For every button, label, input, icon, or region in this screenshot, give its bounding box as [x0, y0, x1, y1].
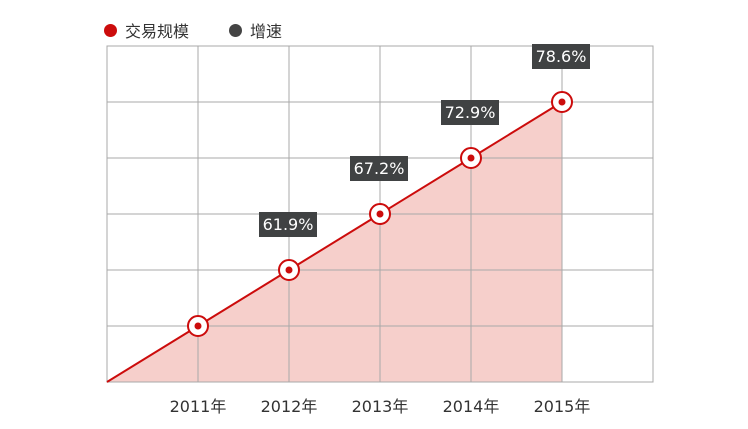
data-point-dot: [285, 266, 293, 274]
data-label-box: [441, 100, 499, 125]
x-tick-label: 2011年: [170, 397, 227, 416]
legend-label-growth: 增速: [250, 22, 283, 41]
legend-item-growth[interactable]: 增速: [229, 18, 282, 42]
data-label: 78.6%: [536, 47, 587, 66]
data-point-dot: [558, 98, 566, 106]
data-label: 61.9%: [263, 215, 314, 234]
data-label-box: [350, 156, 408, 181]
data-point-dot: [194, 322, 202, 330]
legend-dot-icon: [104, 23, 117, 37]
legend-item-scale[interactable]: 交易规模: [104, 18, 189, 42]
plot-frame: [106, 45, 654, 383]
series-line: [106, 101, 563, 383]
data-label: 72.9%: [445, 103, 496, 122]
data-label-box: [532, 44, 590, 69]
legend-dot-icon: [229, 23, 243, 37]
data-label: 67.2%: [354, 159, 405, 178]
x-tick-label: 2015年: [534, 397, 591, 416]
x-tick-label: 2012年: [261, 397, 318, 416]
data-point-dot: [467, 154, 475, 162]
x-tick-label: 2013年: [352, 397, 409, 416]
legend: 交易规模 增速: [104, 18, 282, 42]
legend-label-scale: 交易规模: [125, 22, 190, 41]
x-tick-label: 2014年: [443, 397, 500, 416]
data-point-dot: [376, 210, 384, 218]
data-label-box: [259, 212, 317, 237]
